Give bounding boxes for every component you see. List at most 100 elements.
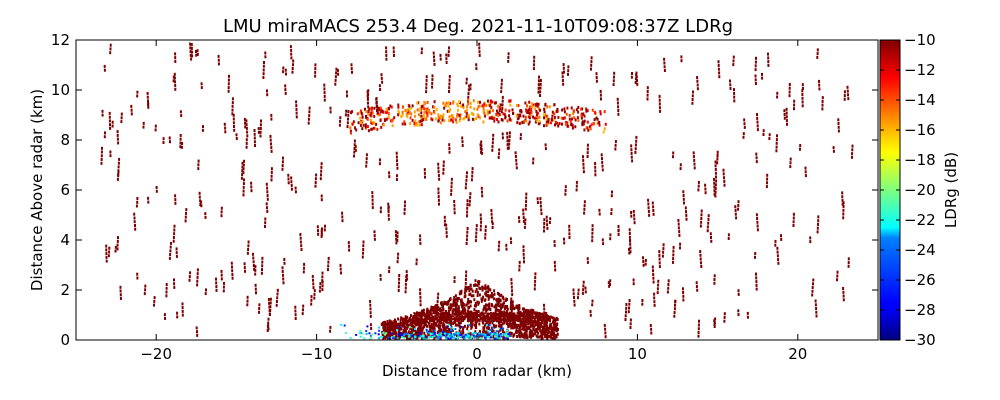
radar-echo-cell [310,302,313,306]
radar-echo-cell [582,288,585,292]
radar-echo-cell [480,220,483,224]
radar-echo-cell [264,55,267,59]
radar-echo-cell [723,319,726,323]
radar-echo-cell [538,119,541,123]
radar-echo-cell [535,110,538,113]
radar-echo-cell [539,94,541,97]
radar-echo-cell [458,114,461,117]
radar-echo-cell [648,213,651,217]
radar-echo-cell [534,317,537,320]
radar-echo-cell [367,101,369,105]
radar-echo-cell [561,79,564,82]
radar-echo-cell [463,317,466,319]
radar-echo-cell [314,181,317,184]
radar-echo-cell [451,315,454,318]
radar-echo-cell [502,302,505,306]
radar-echo-cell [419,299,422,303]
radar-echo-cell [379,88,382,91]
radar-echo-cell [692,90,694,94]
radar-echo-cell [733,95,736,99]
radar-echo-cell [503,321,506,325]
radar-echo-cell [555,110,558,114]
radar-echo-cell [585,107,588,111]
radar-echo-cell [677,218,680,222]
radar-echo-cell [147,103,150,107]
radar-echo-cell [522,252,525,256]
radar-echo-cell [525,318,528,321]
radar-echo-cell [414,329,417,333]
radar-echo-cell [756,120,759,124]
radar-echo-cell [465,242,468,245]
radar-echo-cell [388,175,391,179]
radar-echo-cell [583,207,586,211]
radar-echo-cell [469,337,472,340]
radar-echo-cell [537,83,540,87]
radar-echo-cell [406,114,409,118]
radar-echo-cell [528,120,531,124]
radar-echo-cell [525,192,528,196]
radar-echo-cell [426,310,429,314]
radar-echo-cell [851,148,854,152]
radar-echo-cell [419,241,422,245]
radar-echo-cell [680,55,683,59]
radar-echo-cell [722,168,725,172]
radar-echo-cell [265,202,268,206]
radar-echo-cell [464,311,467,314]
radar-echo-cell [116,239,119,243]
radar-echo-cell [120,120,123,124]
radar-echo-cell [500,315,503,318]
radar-echo-cell [498,292,500,296]
radar-echo-cell [437,195,440,199]
radar-echo-cell [680,59,683,63]
radar-echo-cell [685,213,688,217]
radar-echo-cell [117,170,120,174]
radar-echo-cell [382,332,385,335]
radar-echo-cell [369,113,372,117]
radar-echo-cell [241,165,244,169]
radar-echo-cell [509,307,512,311]
radar-echo-cell [215,285,218,289]
radar-echo-cell [836,278,838,282]
radar-echo-cell [452,318,454,321]
radar-echo-cell [528,319,531,322]
radar-echo-cell [501,103,504,107]
radar-echo-cell [577,118,580,122]
radar-echo-cell [723,176,725,180]
radar-echo-cell [530,102,533,105]
radar-echo-cell [629,239,632,243]
radar-echo-cell [443,333,446,336]
radar-echo-cell [200,82,203,86]
radar-echo-cell [466,206,469,210]
radar-echo-cell [683,201,685,205]
radar-echo-cell [589,313,592,317]
radar-echo-cell [492,335,495,339]
radar-echo-cell [117,141,120,145]
radar-echo-cell [672,155,674,159]
radar-echo-cell [426,330,428,333]
radar-echo-cell [586,143,589,147]
radar-echo-cell [775,145,778,149]
radar-echo-cell [482,295,485,299]
radar-echo-cell [365,153,368,157]
radar-echo-cell [431,327,434,331]
radar-echo-cell [545,219,548,223]
radar-echo-cell [843,90,846,94]
radar-echo-cell [582,112,585,116]
radar-echo-cell [467,330,470,333]
radar-echo-cell [466,115,469,119]
radar-echo-cell [453,312,456,315]
radar-echo-cell [475,67,478,71]
radar-echo-cell [717,60,720,64]
radar-echo-cell [535,119,538,122]
radar-echo-cell [531,324,534,328]
radar-echo-cell [490,212,493,216]
radar-echo-cell [428,336,431,338]
radar-echo-cell [318,289,321,293]
radar-echo-cell [375,97,378,101]
radar-echo-cell [500,82,503,86]
radar-echo-cell [246,251,249,255]
radar-echo-cell [378,162,381,166]
radar-echo-cell [478,332,481,335]
radar-echo-cell [365,114,368,118]
radar-echo-cell [235,137,238,140]
